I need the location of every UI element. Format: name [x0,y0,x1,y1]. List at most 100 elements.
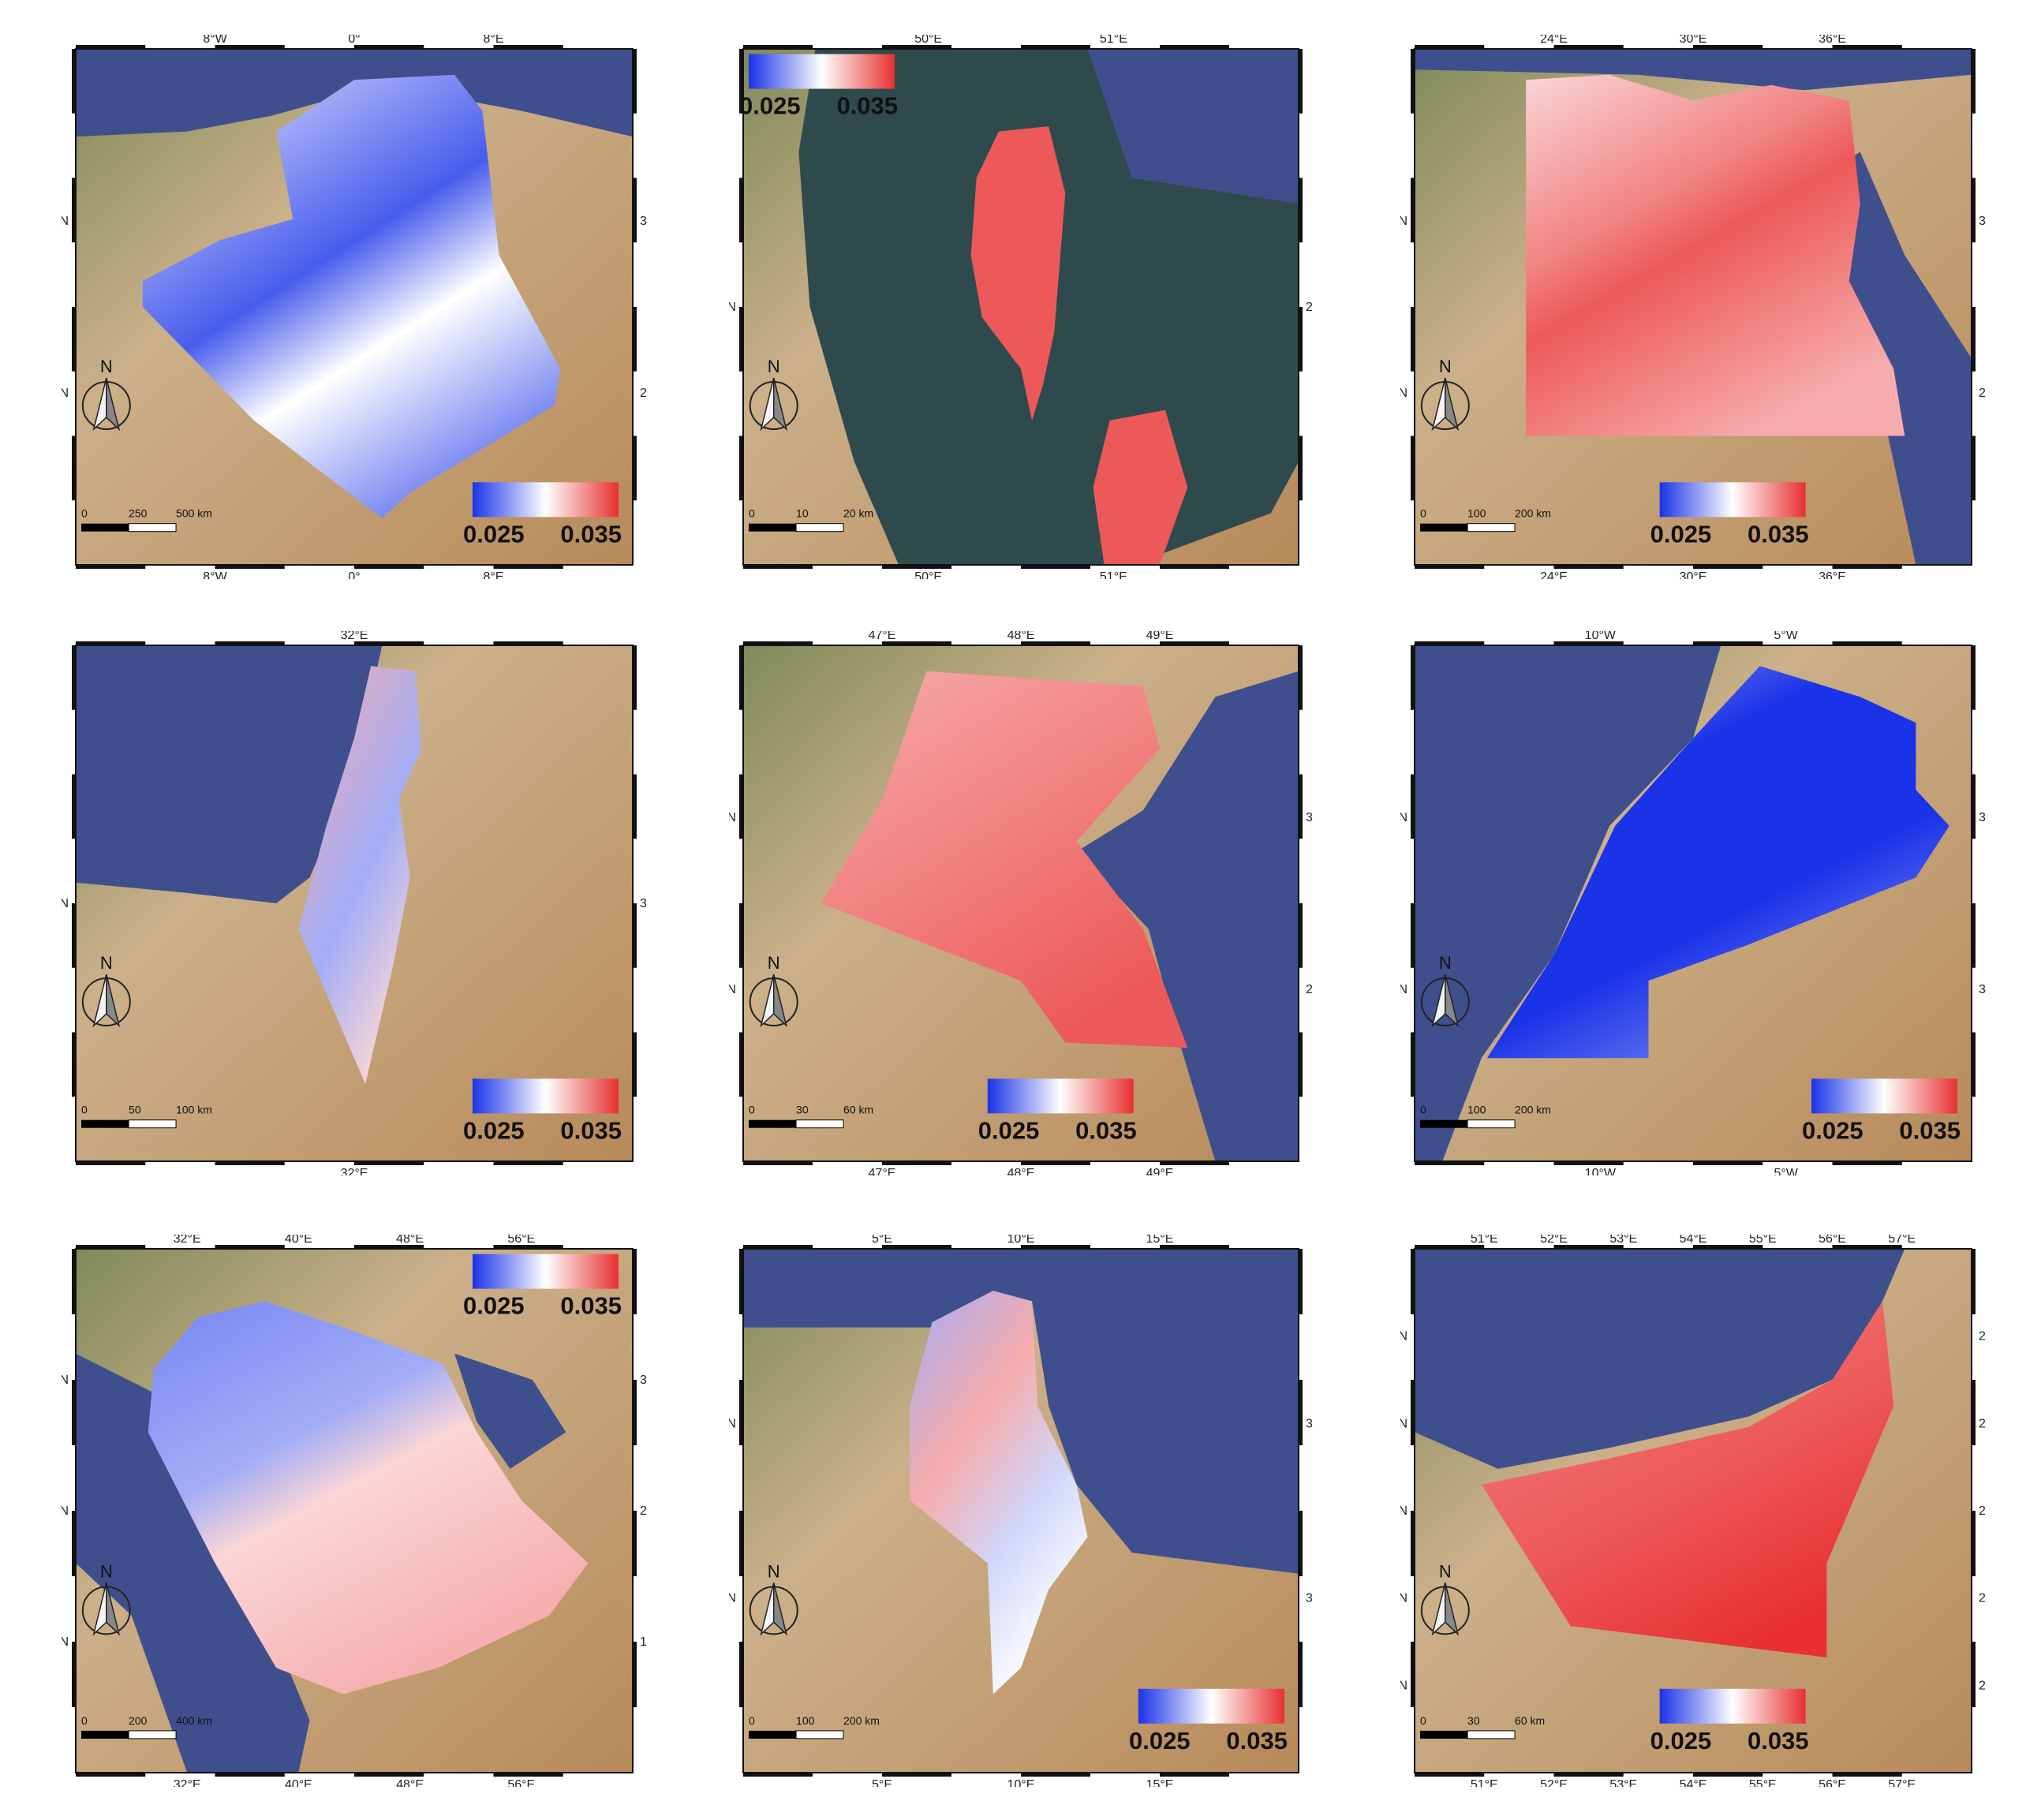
frame-segment [1693,1245,1763,1249]
north-arrow-icon: N [1420,357,1470,432]
tick-label-top: 49°E [1146,631,1174,642]
frame-segment [1415,1245,1485,1249]
colorbar-ramp [1659,1688,1806,1724]
map-panel-algeria: 8°W 0° 8°E 8°W 0° 8°E 32°N 24°N 32°N 24°N N 0 250 500… [62,35,647,579]
sea-area [1815,151,1972,565]
scale-bar-label: 30 [796,1104,809,1116]
tick-label-top: 56°E [1819,1235,1846,1246]
frame-segment [72,49,76,114]
frame-segment [493,1773,563,1777]
colorbar-min-label: 0.025 [463,1116,525,1144]
tick-label-top: 50°E [914,35,942,46]
frame-segment [1832,641,1902,645]
scale-bar-label: 0 [1420,1714,1426,1727]
tick-label-top: 52°E [1540,1235,1568,1246]
frame-segment [1972,1380,1976,1445]
frame-segment [1553,45,1624,49]
colorbar-min-label: 0.025 [463,1292,525,1320]
map-panel-kuwait: 47°E 48°E 49°E 47°E 48°E 49°E 30°N 29°N 30°N 29°N… [729,631,1313,1175]
frame-segment [743,1161,813,1165]
frame-segment [739,903,743,968]
frame-segment [1021,641,1090,645]
country-value-overlay [970,126,1066,420]
frame-segment [739,307,743,372]
map-area [76,1249,633,1773]
tick-label-top: 55°E [1749,1235,1777,1246]
frame-segment [493,1245,563,1249]
frame-segment [215,565,285,569]
frame-segment [1160,45,1229,49]
north-arrow-icon: N [81,357,131,432]
tick-label-top: 51°E [1100,35,1127,46]
frame-segment [739,1249,743,1314]
tick-label-top: 24°E [1540,35,1568,46]
colorbar-legend: 0.025 0.035 [978,1078,1137,1144]
tick-label-top: 32°E [174,1235,201,1246]
tick-label-left: 22°N [1400,1679,1407,1692]
frame-segment [1299,1642,1303,1707]
tick-label-bottom: 30°E [1680,570,1707,579]
scale-bar: 0 50 100 km [81,1104,212,1129]
frame-segment [354,1773,424,1777]
frame-segment [72,178,76,243]
north-label: N [1439,1561,1452,1581]
country-value-overlay [1486,666,1949,1059]
frame-segment [1411,903,1415,968]
tick-label-top: 5°E [872,1235,892,1246]
colorbar-min-label: 0.025 [739,92,801,120]
frame-segment [1972,1511,1976,1576]
frame-segment [1415,641,1485,645]
frame-segment [739,774,743,839]
tick-label-bottom: 32°E [174,1778,201,1787]
scale-bar: 0 30 60 km [1420,1714,1545,1740]
frame-segment [739,1380,743,1445]
tick-label-bottom: 32°E [341,1167,368,1175]
colorbar-min-label: 0.025 [463,520,525,547]
frame-segment [633,1249,637,1314]
tick-label-top: 10°W [1585,631,1617,642]
frame-segment [1832,45,1902,49]
tick-label-bottom: 5°W [1774,1167,1798,1175]
frame-segment [1021,565,1090,569]
tick-label-left: 26°N [1400,1330,1407,1344]
frame-segment [493,565,563,569]
tick-label-top: 48°E [396,1235,424,1246]
tick-label-right: 25°N [1979,1417,1986,1430]
frame-segment [739,645,743,710]
frame-segment [72,903,76,968]
map-panel-egypt: 24°E 30°E 36°E 24°E 30°E 36°E 30°N 24°N 30°N 24°N… [1400,35,1986,579]
map-panel-uae: 51°E 52°E 53°E 54°E 55°E 56°E 57°E 51°E 52°E 53°E… [1400,1235,1986,1787]
frame-segment [739,1511,743,1576]
tick-label-left: 32°N [62,215,69,228]
colorbar-max-label: 0.035 [836,92,898,120]
tick-label-bottom: 24°E [1540,570,1568,579]
north-arrow-icon: N [81,1561,131,1636]
tick-label-left: 32°N [62,1373,69,1387]
colorbar-legend: 0.025 0.035 [739,54,898,120]
frame-segment [215,1245,285,1249]
scale-bar-label: 500 km [176,507,212,520]
country-value-overlay [821,671,1188,1048]
frame-segment [215,45,285,49]
tick-label-left: 35°N [1400,811,1407,824]
frame-segment [76,641,146,645]
north-label: N [100,953,113,973]
tick-label-left: 24°N [1400,1504,1407,1518]
frame-segment [1411,1380,1415,1445]
tick-label-right: 16°N [640,1635,647,1649]
frame-segment [1415,1773,1485,1777]
scale-bar-label: 0 [81,507,88,520]
frame-segment [493,641,563,645]
scale-bar-label: 200 km [1515,507,1551,520]
tick-label-right: 24°N [1979,387,1986,400]
tick-label-bottom: 57°E [1888,1778,1916,1787]
frame-segment [1299,49,1303,114]
frame-segment [72,645,76,710]
frame-segment [1415,565,1485,569]
scale-bar-label: 60 km [843,1104,873,1116]
tick-label-left: 25°N [1400,1417,1407,1430]
tick-label-right: 30°N [1306,811,1313,824]
map-panel-morocco: 10°W 5°W 10°W 5°W 35°N 30°N 35°N 30°N N 0 100 200 k… [1400,631,1986,1175]
tick-label-left: 24°N [1400,387,1407,400]
map-area [1415,645,1972,1161]
